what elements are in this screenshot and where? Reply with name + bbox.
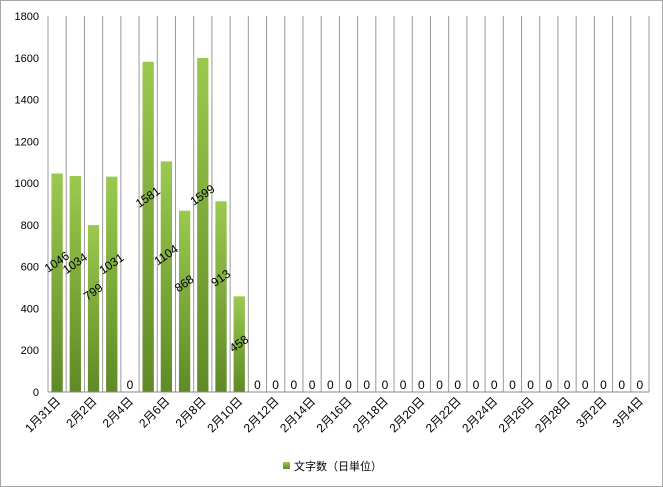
x-tick-label: 2月22日: [423, 394, 464, 435]
legend-swatch: [283, 462, 290, 469]
data-label: 0: [418, 378, 425, 392]
x-tick-label: 2月2日: [63, 394, 99, 430]
bar: [233, 296, 245, 392]
bar: [160, 161, 173, 392]
y-tick-label: 400: [21, 303, 39, 315]
data-label: 0: [382, 378, 389, 392]
data-label: 0: [637, 378, 644, 392]
data-label: 0: [363, 378, 370, 392]
data-label: 0: [454, 378, 461, 392]
x-tick-label: 2月12日: [241, 394, 282, 435]
legend: 文字数（日単位）: [283, 459, 382, 473]
data-label: 0: [272, 378, 279, 392]
y-tick-label: 200: [21, 345, 39, 357]
data-label: 0: [291, 378, 298, 392]
data-label: 0: [345, 378, 352, 392]
data-label: 0: [436, 378, 443, 392]
x-tick-label: 2月10日: [204, 394, 245, 435]
y-tick-label: 0: [33, 387, 39, 399]
bar: [178, 210, 191, 392]
x-tick-label: 2月24日: [459, 394, 500, 435]
data-label: 0: [564, 378, 571, 392]
bar: [142, 61, 154, 392]
data-label: 0: [527, 378, 534, 392]
data-label: 0: [491, 378, 498, 392]
y-tick-label: 1800: [15, 11, 39, 23]
y-tick-label: 1000: [15, 178, 39, 190]
data-label: 0: [309, 378, 316, 392]
data-label: 0: [582, 378, 589, 392]
data-label: 0: [473, 378, 480, 392]
x-tick-label: 3月4日: [610, 394, 646, 430]
bar: [69, 176, 81, 392]
x-tick-label: 2月26日: [496, 394, 537, 435]
data-label: 0: [618, 378, 625, 392]
data-label: 0: [400, 378, 407, 392]
x-tick-label: 2月18日: [350, 394, 391, 435]
x-tick-label: 2月28日: [532, 394, 573, 435]
bar: [197, 57, 209, 393]
data-label: 0: [545, 378, 552, 392]
x-tick-label: 2月6日: [136, 394, 172, 430]
x-tick-label: 1月31日: [22, 394, 63, 435]
bar: [215, 201, 227, 392]
data-label: 0: [600, 378, 607, 392]
bar: [106, 176, 118, 392]
y-tick-label: 800: [21, 220, 39, 232]
grid-lines: [47, 16, 650, 392]
legend-label: 文字数（日単位）: [294, 459, 382, 473]
x-tick-label: 2月16日: [314, 394, 355, 435]
x-tick-label: 2月14日: [277, 394, 318, 435]
data-label: 0: [127, 378, 134, 392]
x-tick-label: 3月2日: [573, 394, 609, 430]
data-label: 0: [327, 378, 334, 392]
y-tick-label: 600: [21, 262, 39, 274]
data-label: 0: [509, 378, 516, 392]
y-tick-label: 1600: [15, 53, 39, 65]
y-tick-label: 1200: [15, 136, 39, 148]
bar: [51, 173, 63, 392]
data-label: 0: [254, 378, 261, 392]
bars: [51, 57, 245, 393]
y-tick-label: 1400: [15, 95, 39, 107]
x-tick-label: 2月20日: [386, 394, 427, 435]
bar: [87, 225, 100, 392]
x-tick-label: 2月4日: [100, 394, 136, 430]
